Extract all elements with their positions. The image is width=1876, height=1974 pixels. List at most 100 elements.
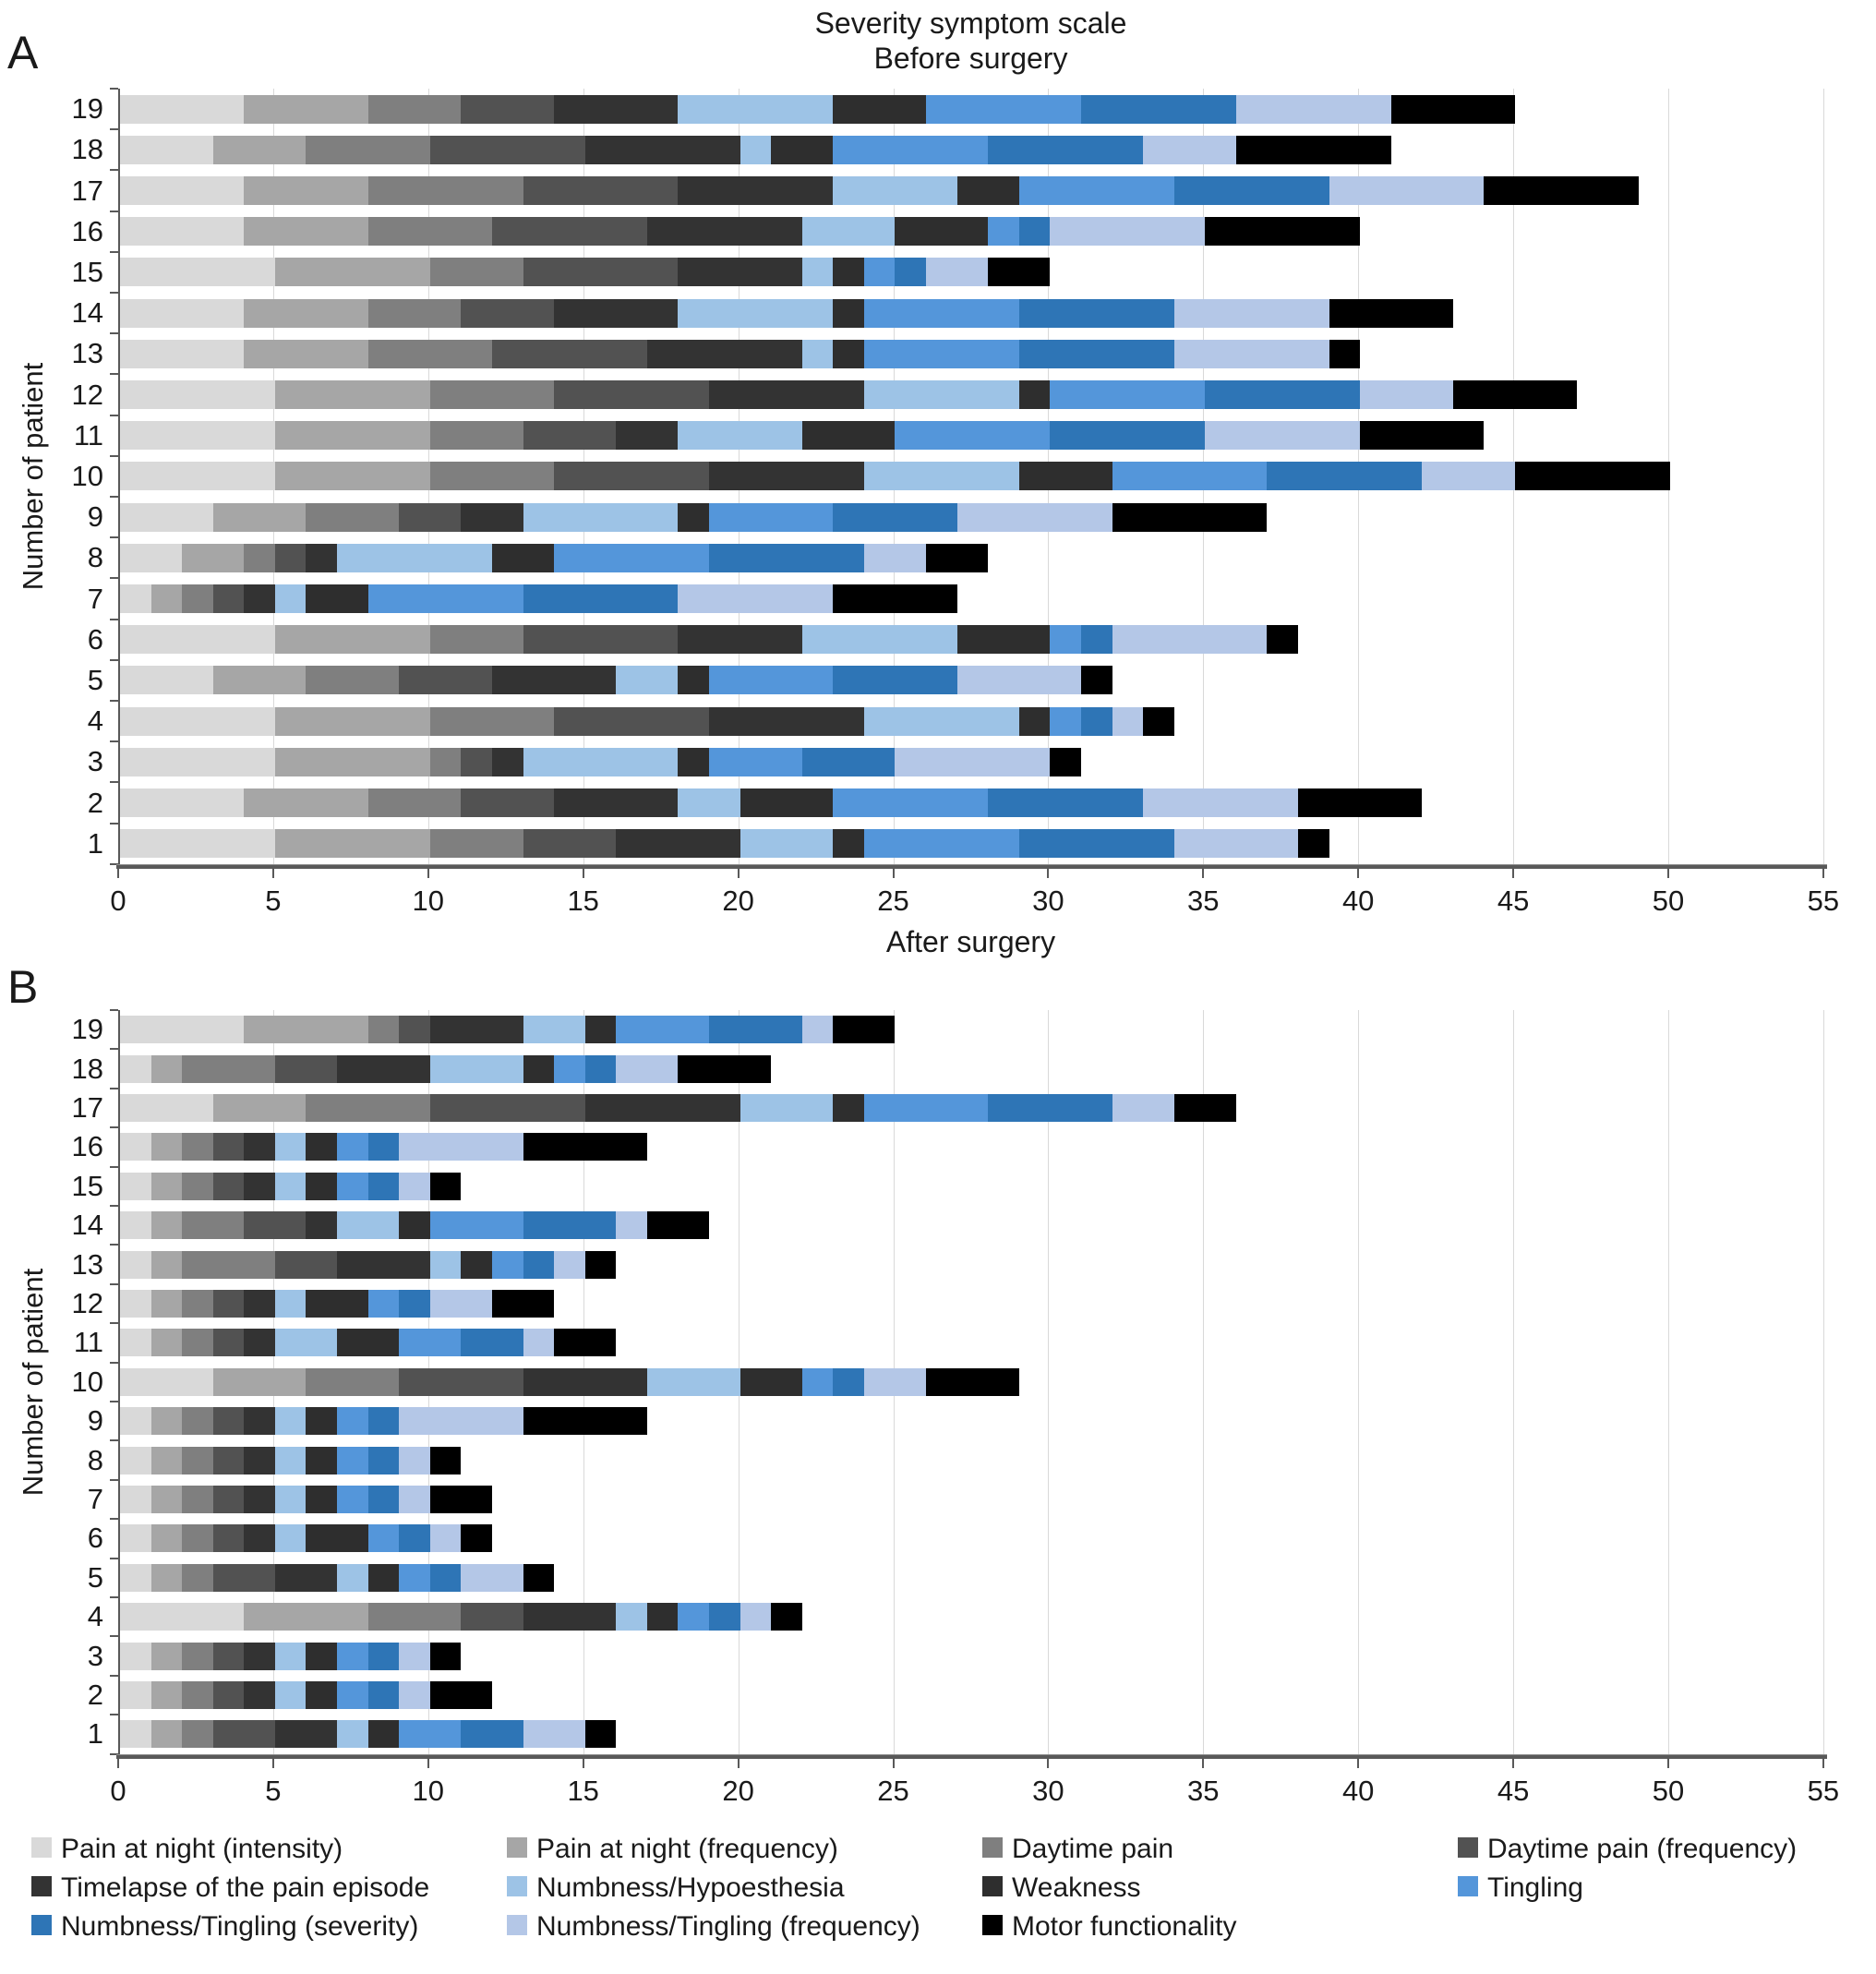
bar-segment [1080,625,1112,655]
bar-segment [337,1642,368,1670]
bar-segment [678,176,834,205]
y-tick-label-patient-12: 12 [71,1287,103,1319]
chart-before-surgery: 19 18 17 16 15 14 13 12 11 10 9 8 7 6 5 4 3 2 1 0 5 10 15 20 25 3… [0,88,1876,929]
bar-segment [120,462,275,491]
bar-segment [833,1016,896,1044]
bar-segment [926,94,1081,124]
bar-segment [523,1563,555,1592]
y-tick-label-patient-3: 3 [87,1639,103,1672]
bar-segment [801,747,896,776]
bar-segment [182,1642,213,1670]
bar-segment [120,258,275,287]
bar-segment [523,502,679,532]
legend-label-4: Daytime pain (frequency) [1487,1834,1798,1864]
bar-segment [1050,217,1206,247]
gridline-40 [1358,1010,1360,1754]
x-tick-label-40: 40 [1341,1774,1375,1807]
bar-segment [274,1054,338,1083]
bar-segment [1390,94,1516,124]
y-axis-tick [110,781,118,784]
bar-segment [833,829,864,859]
bar-segment [1018,462,1112,491]
stacked-bar-patient-17 [120,176,1640,205]
y-tick-label-patient-6: 6 [87,1522,103,1555]
bar-segment [212,1367,307,1396]
bar-segment [616,421,679,451]
bar-segment [120,706,275,736]
bar-segment [367,788,462,817]
bar-segment [523,625,679,655]
x-tick-label-35: 35 [1187,1774,1220,1807]
y-tick-label-patient-4: 4 [87,1600,103,1633]
y-tick-label-patient-18: 18 [71,133,103,166]
panel-b-label: B [7,961,39,1013]
bar-segment [1050,747,1081,776]
bar-segment [399,1211,430,1240]
bar-segment [1484,176,1640,205]
bar-segment [429,1094,585,1122]
bar-segment [244,298,368,328]
bar-segment [367,298,462,328]
bar-segment [244,584,275,613]
y-axis-tick [110,1048,118,1051]
bar-segment [244,339,368,368]
stacked-bar-patient-8 [120,543,989,572]
gridline-35 [1203,1010,1205,1754]
bar-segment [833,584,957,613]
y-tick-label-patient-11: 11 [73,418,103,451]
bar-segment [554,1054,585,1083]
bar-segment [306,1407,338,1436]
bar-segment [554,462,709,491]
bar-segment [337,1720,368,1749]
bar-segment [212,1524,245,1553]
bar-segment [1329,339,1361,368]
bar-segment [491,543,555,572]
bar-segment [120,543,183,572]
stacked-bar-patient-18 [120,1054,772,1083]
bar-segment [523,1720,585,1749]
bar-segment [120,584,151,613]
bar-segment [801,625,957,655]
bar-segment [182,1681,213,1709]
bar-segment [150,1250,183,1279]
bar-segment [212,1094,307,1122]
bar-segment [678,747,709,776]
bar-segment [1173,176,1329,205]
bar-segment [429,706,555,736]
bar-segment [120,1603,245,1631]
bar-segment [337,1446,368,1474]
bar-segment [1112,625,1268,655]
bar-segment [306,135,430,164]
bar-segment [244,1446,275,1474]
legend-swatch-6 [507,1876,527,1896]
bar-segment [399,1172,430,1200]
bar-segment [367,1446,400,1474]
bar-segment [274,1681,307,1709]
x-axis-tick [1202,1758,1205,1768]
bar-segment [523,1329,555,1357]
bar-segment [274,747,430,776]
stacked-bar-patient-4 [120,706,1174,736]
stacked-bar-patient-18 [120,135,1391,164]
bar-segment [120,1642,151,1670]
bar-segment [120,298,245,328]
bar-segment [429,1290,492,1318]
legend-label-8: Tingling [1487,1872,1583,1903]
bar-segment [399,1642,430,1670]
bar-segment [274,462,430,491]
bar-segment [212,1720,275,1749]
bar-segment [895,747,1051,776]
stacked-bar-patient-5 [120,1563,555,1592]
bar-segment [678,298,834,328]
bar-segment [1205,421,1361,451]
bar-segment [740,135,772,164]
bar-segment [863,543,927,572]
stacked-bar-patient-16 [120,1133,647,1162]
bar-segment [678,94,834,124]
bar-segment [461,298,555,328]
bar-segment [584,1250,617,1279]
bar-segment [646,217,802,247]
bar-segment [150,584,183,613]
bar-segment [678,666,709,695]
